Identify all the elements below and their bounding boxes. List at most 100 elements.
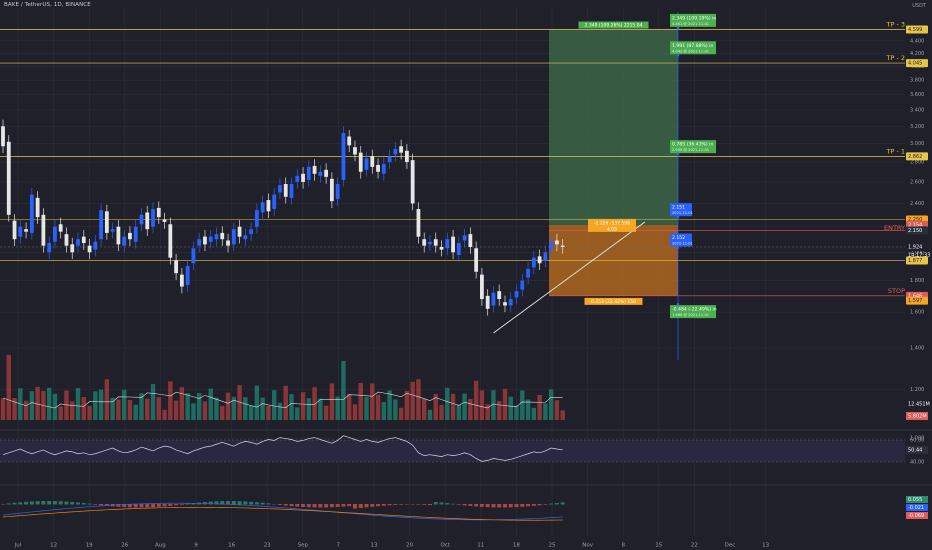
x-tick-label: 7 (337, 543, 341, 549)
candle-body (87, 245, 92, 253)
price-tick-label: 2.800 (910, 160, 924, 166)
macd-histogram-bar (145, 504, 150, 508)
candle-body (35, 197, 40, 218)
macd-histogram-bar (29, 501, 34, 505)
volume-bar (323, 405, 329, 420)
macd-histogram-bar (468, 504, 473, 506)
x-tick-label: 19 (86, 543, 93, 549)
volume-badge-red (906, 412, 928, 420)
volume-bar (462, 393, 467, 420)
candle-body (122, 236, 127, 246)
macd-histogram-bar (502, 504, 507, 508)
candle-body (306, 166, 311, 180)
macd-histogram-bar (127, 504, 132, 508)
x-tick-label: 13 (762, 543, 769, 549)
candle-body (474, 248, 479, 272)
candle-body (318, 171, 323, 176)
macd-histogram-bar (347, 504, 352, 507)
volume-bar (312, 387, 317, 420)
candle-body (70, 244, 75, 253)
candle-body (272, 194, 277, 210)
macd-histogram-bar (104, 504, 109, 506)
macd-histogram-bar (81, 502, 86, 505)
macd-histogram-bar (116, 504, 121, 507)
candle-body (151, 209, 155, 227)
volume-bar (497, 401, 502, 420)
macd-histogram-bar (410, 504, 415, 505)
macd-histogram-bar (139, 504, 144, 508)
candle-body (439, 246, 444, 250)
candle-body (531, 257, 536, 268)
macd-histogram-bar (283, 504, 288, 506)
candle-body (58, 224, 63, 232)
volume-bar (12, 398, 17, 420)
macd-histogram-bar (427, 504, 432, 506)
x-tick-label: 23 (264, 543, 271, 549)
volume-bar (225, 392, 231, 420)
volume-bar (375, 394, 381, 420)
macd-histogram-bar (381, 504, 386, 506)
volume-bar (456, 404, 462, 420)
candle-body (254, 210, 259, 227)
macd-histogram-bar (399, 504, 404, 505)
volume-bar (98, 389, 104, 420)
callout-title: 2.349 (109.19%) in (672, 15, 716, 21)
candle-body (6, 141, 11, 215)
volume-bar (370, 383, 375, 420)
volume-bar (116, 399, 121, 420)
macd-histogram-bar (324, 504, 329, 508)
callout-sub: 2.939 @ 2021-11-01 (672, 148, 709, 152)
volume-bar (81, 397, 86, 420)
macd-histogram-bar (341, 504, 346, 507)
candle-body (145, 212, 150, 230)
stop-label-box (584, 297, 643, 305)
volume-badge (906, 400, 928, 408)
macd-histogram-bar (451, 503, 456, 505)
macd-histogram-bar (191, 503, 196, 505)
macd-histogram-bar (462, 504, 467, 506)
axis-price-badge (906, 25, 928, 34)
candle-body (416, 209, 421, 237)
callout-sub: 4.461 @ 2021-11-01 (672, 22, 709, 26)
candle-body (116, 226, 121, 245)
candle-body (335, 183, 340, 199)
axis-price-badge-text: 1.877 (908, 258, 922, 264)
volume-bar (202, 401, 208, 420)
volume-bar (514, 405, 519, 420)
volume-bar (445, 387, 450, 420)
volume-bar (220, 406, 225, 420)
target-zone (549, 29, 678, 225)
volume-bar (531, 407, 537, 420)
volume-bar (277, 402, 283, 420)
volume-bar (479, 390, 485, 420)
marker-dot (676, 302, 680, 306)
volume-bar (295, 407, 300, 420)
macd-histogram-bar (554, 502, 559, 505)
candle-body (12, 220, 17, 240)
candle-body (139, 214, 144, 225)
countdown-label: 14:17:33 (908, 252, 930, 258)
level-label: STOP (888, 287, 905, 295)
volume-bar (341, 361, 346, 420)
macd-histogram-bar (295, 504, 300, 507)
candle-body (168, 224, 173, 258)
macd-histogram-bar (439, 502, 444, 505)
rsi-band (0, 440, 905, 462)
macd-histogram-bar (526, 504, 531, 507)
volume-label: 12.451M (908, 402, 930, 408)
volume-bar (485, 404, 490, 420)
axis-price-badge (906, 226, 928, 235)
x-tick-label: 16 (228, 543, 235, 549)
price-tick-label: 4.400 (910, 38, 924, 44)
macd-histogram-bar (272, 503, 277, 505)
volume-bar (329, 383, 335, 420)
candle-body (283, 183, 288, 197)
candle-body (29, 194, 34, 233)
volume-bar (23, 400, 29, 420)
candle-body (231, 229, 236, 245)
volume-bar (404, 390, 410, 420)
candle-body (64, 234, 69, 246)
macd-histogram-bar (93, 504, 98, 505)
macd-histogram-bar (179, 504, 184, 505)
